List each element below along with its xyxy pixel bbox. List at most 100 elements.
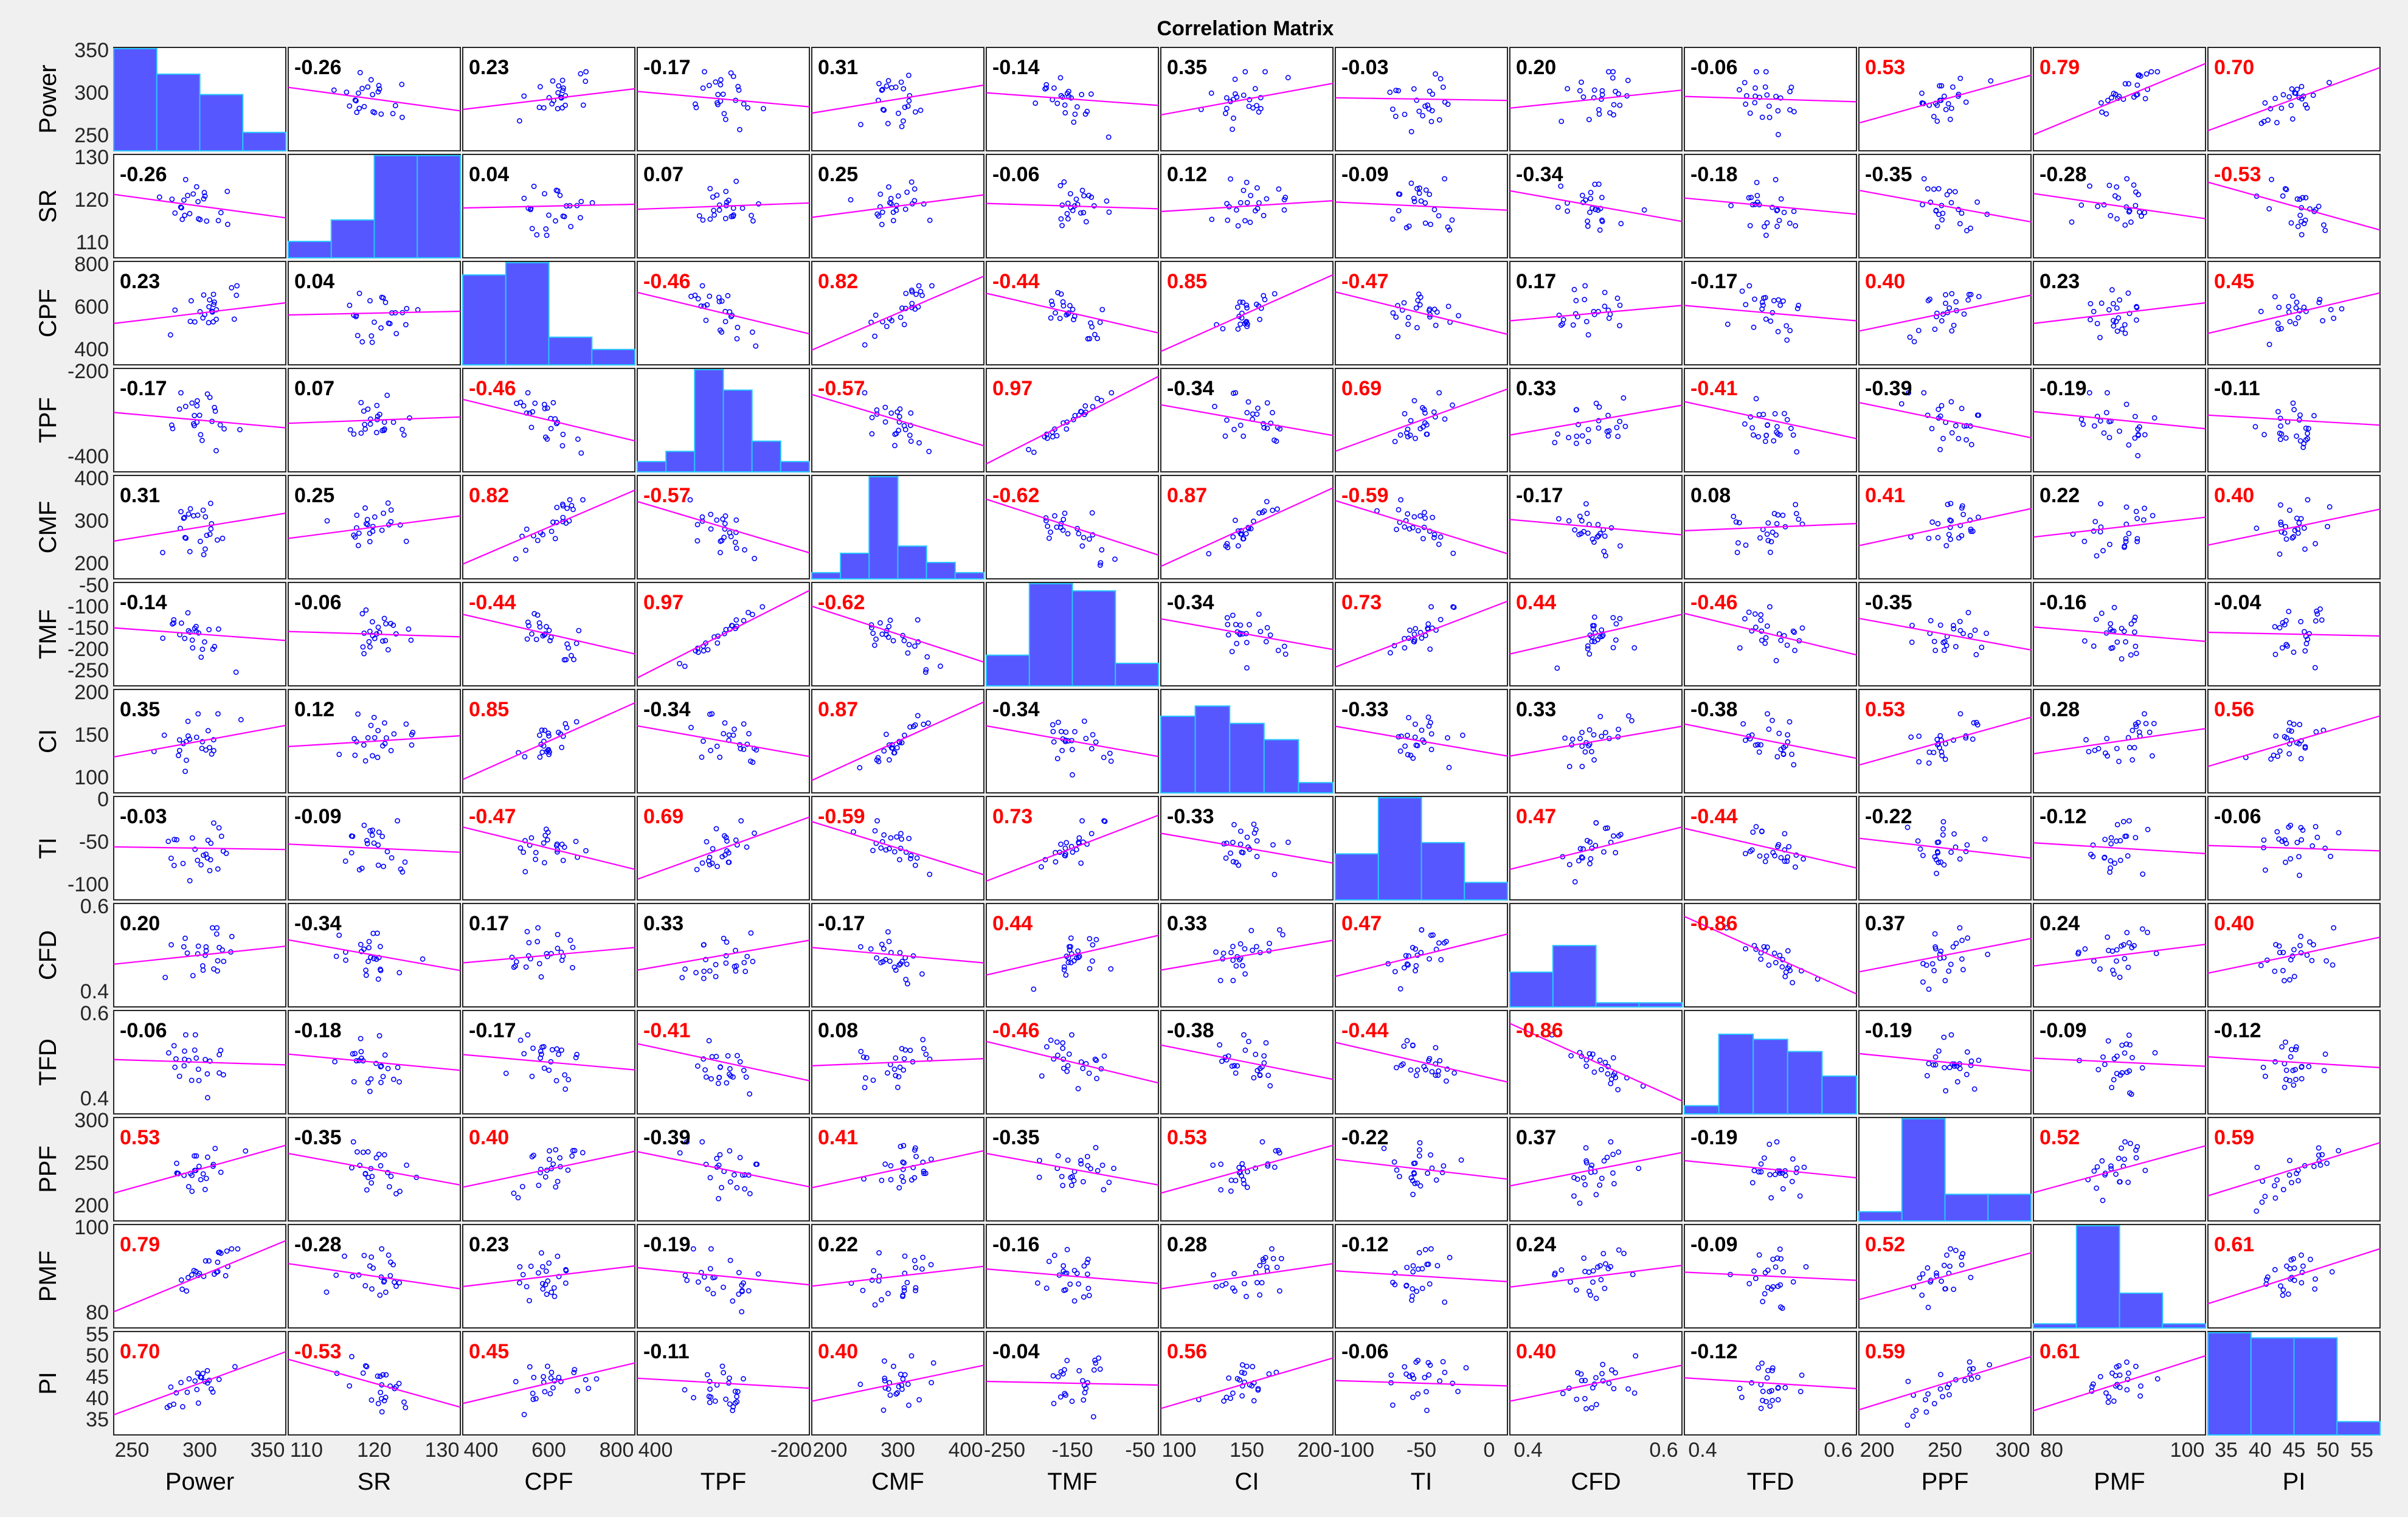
data-point <box>1231 821 1237 828</box>
data-point <box>1238 828 1244 834</box>
data-point <box>1803 1264 1809 1270</box>
data-point <box>1090 958 1095 964</box>
data-point <box>1790 980 1796 986</box>
fit-line <box>1335 201 1508 211</box>
data-point <box>1050 728 1056 734</box>
correlation-label: 0.20 <box>120 912 160 935</box>
data-point <box>1427 192 1433 198</box>
panel-CPF-SR: 0.04 <box>288 261 461 365</box>
panel-CPF-Power: 0.23 <box>113 261 286 365</box>
data-point <box>1060 1040 1066 1046</box>
data-point <box>896 962 902 968</box>
data-point <box>2284 1263 2289 1269</box>
correlation-label: -0.06 <box>294 591 342 614</box>
data-point <box>1415 297 1421 303</box>
data-point <box>2331 925 2337 931</box>
data-point <box>1091 203 1097 209</box>
data-point <box>2262 867 2268 873</box>
data-point <box>1244 410 1250 416</box>
data-point <box>1244 302 1250 308</box>
data-point <box>1415 1391 1421 1397</box>
data-point <box>1610 69 1616 75</box>
data-point <box>1430 514 1436 520</box>
data-point <box>2279 1044 2285 1050</box>
data-point <box>194 398 200 404</box>
data-point <box>375 930 380 936</box>
data-point <box>1569 736 1576 742</box>
data-point <box>1906 390 1911 396</box>
data-point <box>1606 428 1612 434</box>
data-point <box>2336 830 2342 835</box>
data-point <box>1446 764 1452 770</box>
data-point <box>1948 500 1954 506</box>
data-point <box>1089 510 1095 516</box>
correlation-label: 0.04 <box>294 270 334 293</box>
data-point <box>1602 825 1608 831</box>
data-point <box>1393 113 1399 119</box>
data-point <box>1397 192 1403 197</box>
panel-PI-TI: -0.06 <box>1335 1331 1508 1436</box>
data-point <box>1222 433 1228 439</box>
data-point <box>578 71 584 77</box>
correlation-label: 0.17 <box>469 912 509 935</box>
data-point <box>1938 1372 1943 1378</box>
data-point <box>2278 522 2284 528</box>
data-point <box>197 539 203 544</box>
data-point <box>1061 179 1067 185</box>
correlation-label: 0.45 <box>2214 270 2254 293</box>
data-point <box>2080 421 2086 427</box>
y-tick-label: 35 <box>86 1408 109 1431</box>
fit-line <box>1858 716 2032 766</box>
data-point <box>1577 88 1583 94</box>
panel-Power-CI: 0.35 <box>1160 47 1334 151</box>
data-point <box>2289 86 2295 92</box>
data-point <box>2094 320 2100 327</box>
data-point <box>380 1074 386 1079</box>
data-point <box>1591 638 1597 644</box>
data-point <box>876 81 882 86</box>
data-point <box>708 526 714 532</box>
data-point <box>1050 1373 1056 1379</box>
data-point <box>1445 735 1450 741</box>
correlation-label: -0.19 <box>643 1233 691 1256</box>
data-point <box>2297 722 2303 728</box>
data-point <box>891 964 898 970</box>
data-point <box>2091 423 2097 429</box>
data-point <box>1079 818 1085 824</box>
fit-line <box>1335 1042 1508 1083</box>
data-point <box>397 522 403 528</box>
data-point <box>1565 86 1570 92</box>
data-point <box>372 734 378 741</box>
data-point <box>884 323 890 330</box>
data-point <box>1566 764 1572 770</box>
data-point <box>732 1172 737 1178</box>
data-point <box>182 769 188 774</box>
data-point <box>375 755 381 761</box>
data-point <box>1396 208 1402 213</box>
data-point <box>707 1175 713 1181</box>
data-point <box>2136 72 2141 78</box>
data-point <box>368 77 374 83</box>
data-point <box>1394 527 1399 533</box>
panel-CMF-PPF: 0.41 <box>1858 475 2032 579</box>
data-point <box>2327 504 2333 510</box>
correlation-label: 0.40 <box>1516 1340 1556 1363</box>
data-point <box>1427 306 1433 312</box>
data-point <box>1756 434 1761 440</box>
data-point <box>701 975 707 981</box>
data-point <box>2297 196 2303 202</box>
correlation-label: -0.34 <box>1167 591 1214 614</box>
data-point <box>1783 969 1789 975</box>
data-point <box>749 212 754 218</box>
fit-line <box>2033 626 2206 642</box>
column-label: PMF <box>2094 1468 2145 1495</box>
data-point <box>887 617 893 623</box>
row-label: PI <box>35 1372 61 1395</box>
data-point <box>1941 862 1947 868</box>
data-point <box>1756 749 1762 755</box>
data-point <box>2278 423 2283 429</box>
data-point <box>2135 426 2141 432</box>
data-point <box>1771 298 1777 303</box>
data-point <box>2133 202 2139 209</box>
data-point <box>1766 962 1772 968</box>
